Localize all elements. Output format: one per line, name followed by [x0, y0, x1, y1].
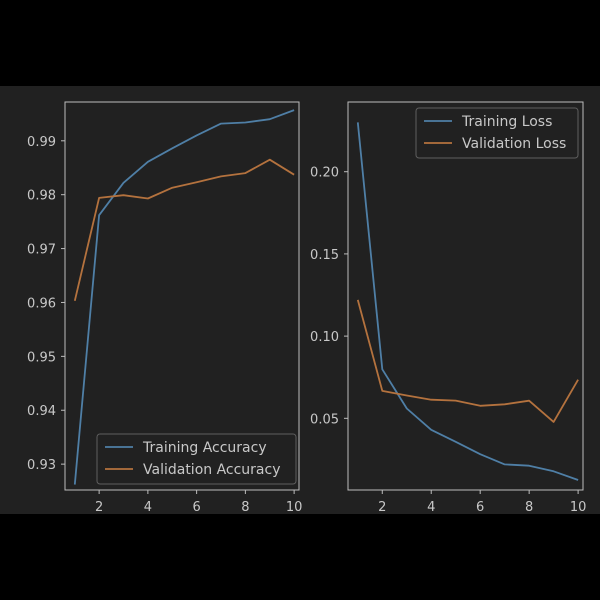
y-tick-label: 0.96 — [27, 296, 56, 311]
y-tick-label: 0.97 — [27, 243, 56, 258]
x-tick-label: 10 — [286, 500, 303, 515]
x-tick-label: 6 — [476, 500, 484, 515]
y-tick-label: 0.99 — [27, 135, 56, 150]
x-tick-label: 4 — [427, 500, 435, 515]
legend-label: Validation Accuracy — [143, 462, 281, 478]
series-line-validation — [73, 158, 295, 302]
y-tick-label: 0.05 — [310, 412, 339, 427]
legend-label: Training Loss — [461, 114, 552, 130]
loss-chart: 2 4 6 8 10 0.05 0.10 0.15 0.20 Training Loss Valid… — [310, 101, 587, 515]
x-tick-label: 10 — [570, 500, 587, 515]
series-line-validation — [356, 299, 579, 423]
x-tick-label: 2 — [95, 500, 103, 515]
y-tick-label: 0.98 — [27, 189, 56, 204]
y-tick-label: 0.95 — [27, 350, 56, 365]
legend-label: Training Accuracy — [142, 440, 267, 456]
legend: Training Loss Validation Loss — [415, 107, 579, 159]
x-tick-label: 8 — [241, 500, 249, 515]
axes-frame — [347, 101, 584, 491]
series-line-training — [73, 109, 295, 485]
series-line-training — [356, 122, 579, 481]
accuracy-chart: 2 4 6 8 10 0.93 0.94 0.95 0.96 0.97 0.98 0.99 Traini… — [27, 101, 303, 515]
legend-label: Validation Loss — [462, 136, 566, 152]
y-tick-label: 0.94 — [27, 404, 56, 419]
x-tick-label: 2 — [378, 500, 386, 515]
axes-frame — [64, 101, 300, 491]
x-tick-label: 4 — [144, 500, 152, 515]
y-tick-label: 0.15 — [310, 248, 339, 263]
x-tick-label: 8 — [525, 500, 533, 515]
legend-box — [415, 107, 579, 159]
y-tick-label: 0.20 — [310, 166, 339, 181]
legend: Training Accuracy Validation Accuracy — [96, 433, 297, 485]
y-tick-label: 0.10 — [310, 330, 339, 345]
y-tick-label: 0.93 — [27, 458, 56, 473]
x-tick-label: 6 — [192, 500, 200, 515]
legend-box — [96, 433, 297, 485]
